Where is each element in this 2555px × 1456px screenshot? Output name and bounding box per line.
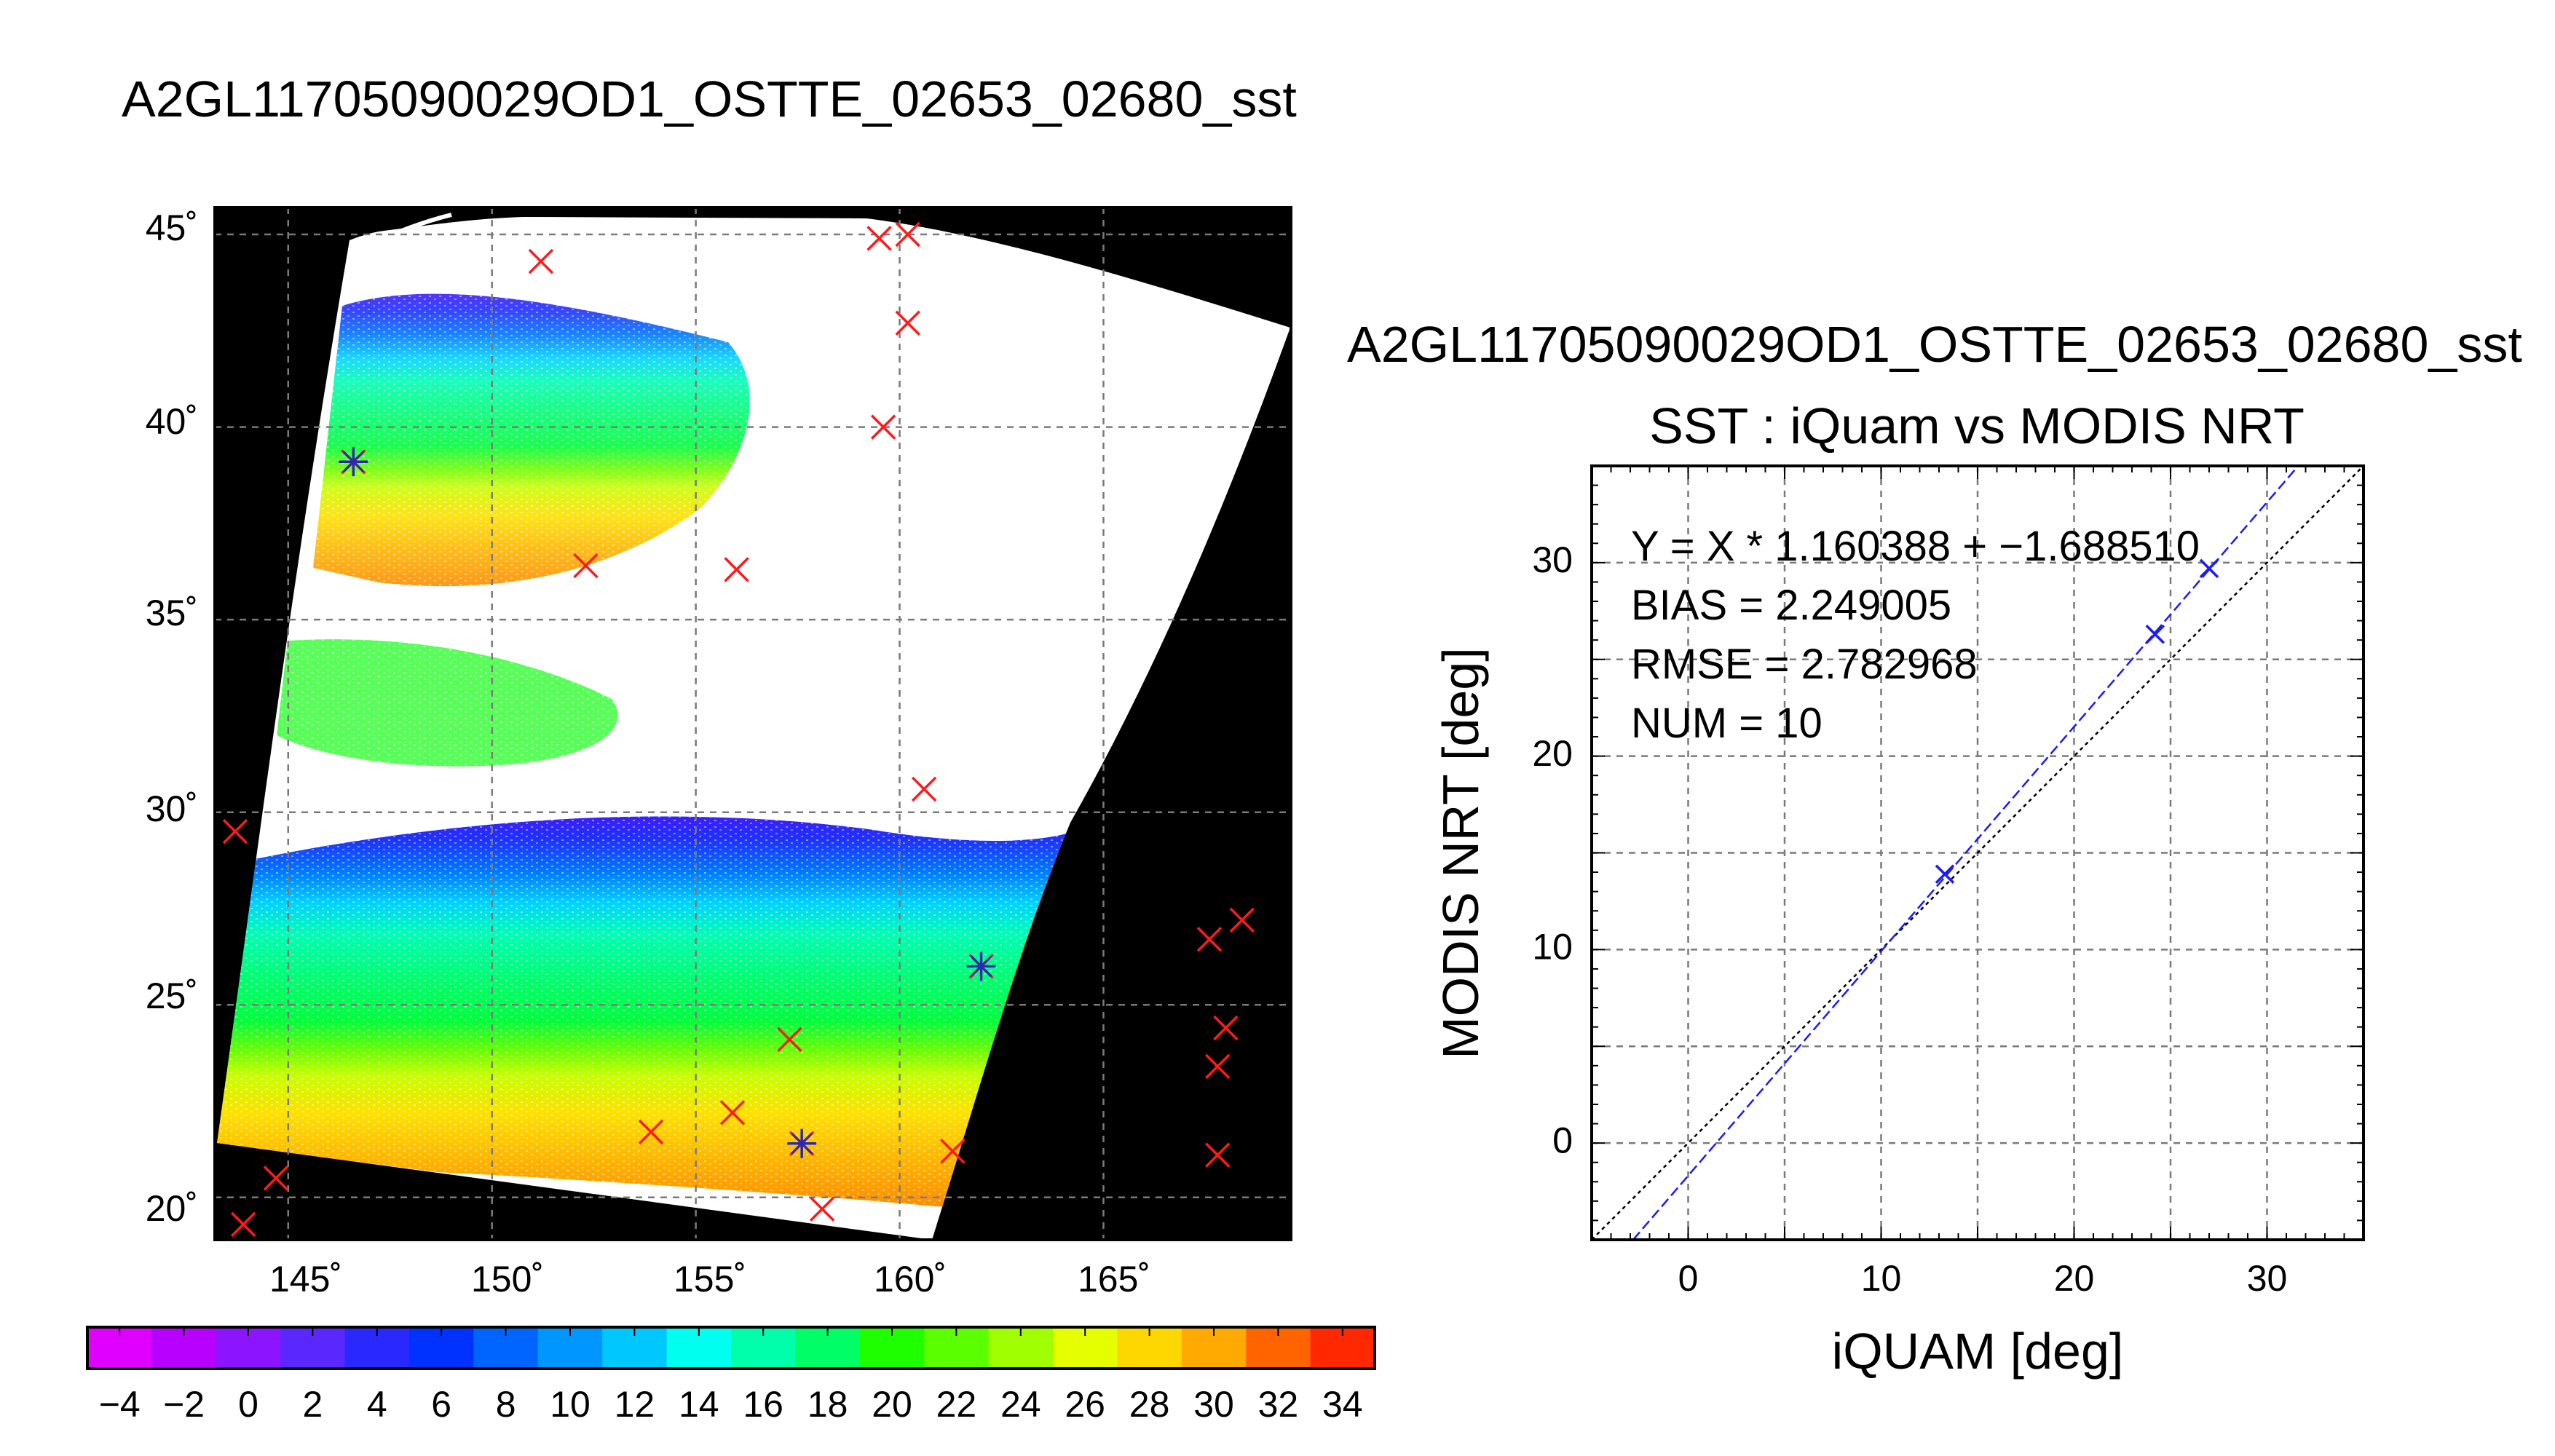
colorbar-tick-label: 20 [872,1384,912,1425]
scatter-point [2145,624,2165,644]
map-point-unmatched [911,776,937,802]
map-point-unmatched [809,1196,835,1222]
scatter-title: A2GL11705090029OD1_OSTTE_02653_02680_sst [1347,316,2522,373]
map-point-unmatched [1229,907,1255,933]
scatter-tick-labels: 0 10 20 30 0 10 20 30 [1532,539,2287,1299]
map-point-unmatched [724,557,749,582]
lat-tick-label: 45˚ [146,207,198,248]
map-point-unmatched [866,226,892,251]
y-tick-label: 0 [1552,1120,1573,1160]
colorbar-tick-label: 18 [807,1384,848,1425]
map-gridlines [215,207,1291,1240]
scatter-subtitle: SST : iQuam vs MODIS NRT [1649,397,2305,454]
x-axis-label: iQUAM [deg] [1832,1323,2124,1380]
map-point-unmatched [940,1139,965,1164]
scatter-frame [1590,464,2365,1241]
colorbar-tick-label: 16 [743,1384,783,1425]
x-tick-label: 0 [1678,1258,1699,1299]
colorbar-tick-label: 12 [615,1384,655,1425]
count-value: NUM = 10 [1631,700,1823,747]
scatter-point [2199,558,2219,579]
y-axis-label: MODIS NRT [deg] [1432,647,1489,1059]
map-point-unmatched [1196,927,1223,952]
scatter-point [1935,864,1955,884]
colorbar-tick-label: 6 [431,1384,451,1425]
colorbar-tick-label: −2 [163,1384,205,1425]
coastline [363,213,452,250]
map-point-unmatched [1204,1142,1231,1168]
map-point-unmatched [1204,1053,1231,1080]
lon-tick-label: 150˚ [471,1259,544,1299]
map-point-matched [339,447,368,477]
colorbar-tick-label: 4 [367,1384,387,1425]
map-point-unmatched [719,1100,746,1125]
colorbar-tick-label: 30 [1193,1384,1234,1425]
colorbar-tick-label: 2 [302,1384,323,1425]
lat-tick-label: 40˚ [146,401,198,442]
y-tick-label: 10 [1532,927,1573,968]
lat-tick-label: 20˚ [146,1188,198,1229]
lon-tick-label: 160˚ [874,1259,947,1299]
map-point-unmatched [263,1166,289,1191]
map-point-unmatched [1213,1015,1239,1041]
map-point-unmatched [638,1119,664,1145]
colorbar-tick-label: 10 [550,1384,591,1425]
colorbar-tick-label: 26 [1065,1384,1105,1425]
lat-tick-label: 25˚ [146,976,198,1016]
lon-tick-labels: 145˚ 150˚ 155˚ 160˚ 165˚ [269,1259,1150,1299]
scatter-stats: Y = X * 1.160388 + −1.688510 BIAS = 2.24… [1631,523,2200,747]
x-tick-label: 20 [2054,1258,2095,1299]
scatter-points [1935,558,2219,884]
map-point-unmatched [777,1026,802,1053]
map-plot: 20˚ 25˚ 30˚ 35˚ 40˚ 45˚ 145˚ 150˚ 155˚ 1… [146,206,1292,1299]
colorbar-tick-label: 8 [496,1384,516,1425]
colorbar-tick-label: 34 [1322,1384,1363,1425]
rmse-value: RMSE = 2.782968 [1631,641,1978,688]
lon-tick-label: 155˚ [674,1259,746,1299]
map-point-unmatched [222,818,248,844]
lon-tick-label: 145˚ [269,1259,342,1299]
colorbar-tick-label: 24 [1000,1384,1041,1425]
lon-tick-label: 165˚ [1078,1259,1150,1299]
map-point-unmatched [230,1211,256,1238]
colorbar-cells [87,1327,1375,1369]
lat-tick-label: 35˚ [146,593,198,633]
colorbar-tick-label: 32 [1258,1384,1299,1425]
colorbar-tick-label: 28 [1129,1384,1170,1425]
scatter-plot: Y = X * 1.160388 + −1.688510 BIAS = 2.24… [1432,464,2365,1380]
bias-value: BIAS = 2.249005 [1631,582,1951,629]
y-tick-label: 20 [1532,733,1573,774]
y-tick-label: 30 [1532,539,1573,580]
map-frame [213,206,1292,1241]
colorbar: −4 −2 0 2 4 6 8 10 12 14 16 18 20 22 24 26 28 30 32 34 [86,1326,1376,1425]
map-title: A2GL11705090029OD1_OSTTE_02653_02680_sst [122,71,1297,127]
map-point-matched [787,1128,817,1158]
map-point-unmatched [870,414,896,440]
colorbar-tick-label: 22 [936,1384,977,1425]
lat-tick-label: 30˚ [146,788,198,829]
map-points [222,221,1255,1238]
identity-line [1591,465,2364,1241]
colorbar-tick-label: 0 [238,1384,258,1425]
colorbar-tick-labels: −4 −2 0 2 4 6 8 10 12 14 16 18 20 22 24 26 28 30 32 34 [99,1384,1363,1425]
map-point-unmatched [573,553,599,579]
regression-equation: Y = X * 1.160388 + −1.688510 [1631,523,2200,570]
lat-tick-labels: 20˚ 25˚ 30˚ 35˚ 40˚ 45˚ [146,207,198,1229]
regression-line [1632,465,2299,1241]
map-point-matched [966,951,996,981]
colorbar-tick-label: −4 [99,1384,141,1425]
map-point-unmatched [895,221,920,248]
colorbar-tick-label: 14 [679,1384,719,1425]
map-point-unmatched [895,310,920,336]
x-tick-label: 30 [2247,1258,2288,1299]
map-point-unmatched [528,248,554,274]
colorbar-frame [86,1326,1376,1370]
x-tick-label: 10 [1861,1258,1902,1299]
